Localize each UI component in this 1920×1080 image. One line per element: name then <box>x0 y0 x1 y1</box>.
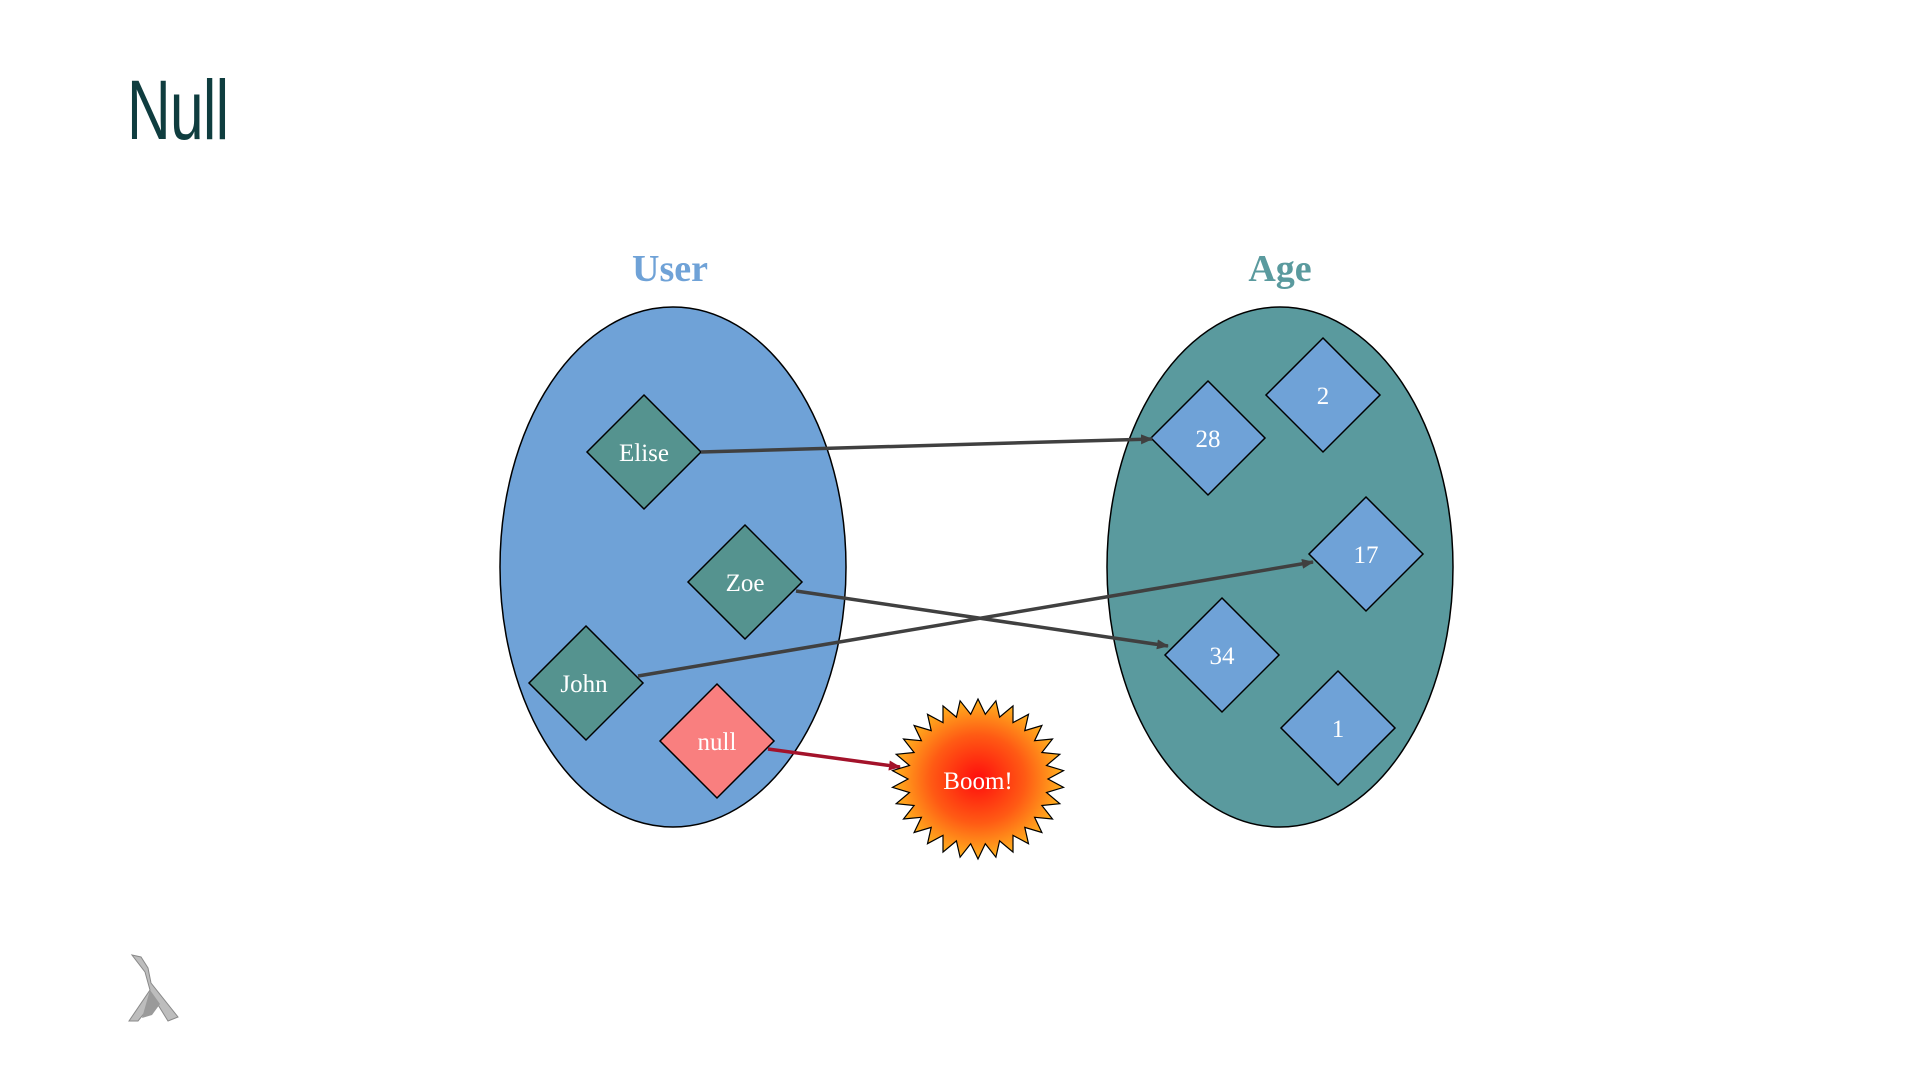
explosion-label: Boom! <box>943 768 1012 795</box>
user-set-title: User <box>632 248 708 290</box>
svg-text:Elise: Elise <box>619 440 669 467</box>
user-node-elise: Elise <box>585 393 703 511</box>
arrow-john-to-17 <box>637 558 1314 678</box>
age-node-2: 2 <box>1264 336 1382 454</box>
svg-text:2: 2 <box>1317 383 1330 410</box>
user-node-zoe: Zoe <box>686 523 804 641</box>
svg-text:John: John <box>560 671 608 698</box>
explosion-burst <box>890 697 1066 861</box>
svg-text:28: 28 <box>1196 426 1221 453</box>
svg-text:1: 1 <box>1332 716 1345 743</box>
user-node-null: null <box>658 682 776 800</box>
age-set-title: Age <box>1248 248 1311 290</box>
age-node-28: 28 <box>1149 379 1267 497</box>
svg-text:17: 17 <box>1354 542 1379 569</box>
explosion: Boom! <box>890 697 1066 861</box>
user-node-john: John <box>527 624 645 742</box>
age-node-1: 1 <box>1279 669 1397 787</box>
age-node-17: 17 <box>1307 495 1425 613</box>
svg-text:Zoe: Zoe <box>726 570 765 597</box>
age-node-34: 34 <box>1163 596 1281 714</box>
svg-text:null: null <box>698 729 737 756</box>
svg-text:34: 34 <box>1210 643 1236 670</box>
arrow-elise-to-28 <box>700 434 1153 454</box>
arrow-null-to-boom <box>767 747 901 771</box>
lambda-logo-icon <box>128 954 179 1022</box>
slide-title: Null <box>127 63 229 157</box>
